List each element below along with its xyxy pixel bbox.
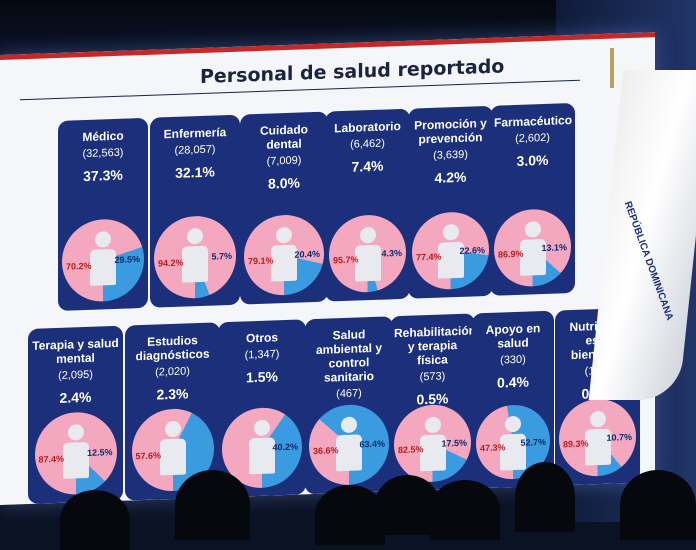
- occupation-percent: 1.5%: [246, 368, 278, 386]
- male-percent-label: 5.7%: [211, 250, 232, 262]
- occupation-percent: 2.3%: [156, 385, 189, 403]
- occupation-count: (7,009): [266, 154, 302, 168]
- female-percent-label: 79.1%: [248, 255, 274, 267]
- gender-pie: 70.2% 29.5%: [62, 217, 144, 303]
- occupation-percent: 7.4%: [351, 157, 384, 175]
- occupation-card: Enfermería (28,057) 32.1% 94.2% 5.7%: [150, 114, 240, 308]
- occupation-count: (3,639): [433, 148, 468, 162]
- occupation-card: Farmacéutico (2,602) 3.0% 86.9% 13.1%: [490, 102, 575, 296]
- occupation-name: Apoyo en salud: [485, 321, 541, 351]
- occupation-percent: 37.3%: [83, 166, 123, 185]
- male-percent-label: 13.1%: [541, 242, 567, 253]
- occupation-name: Laboratorio: [334, 119, 401, 136]
- occupation-count: (2,020): [155, 365, 190, 379]
- occupation-percent: 2.4%: [59, 388, 92, 406]
- female-percent-label: 94.2%: [158, 257, 184, 269]
- male-percent-label: 4.3%: [381, 247, 402, 259]
- occupation-name: Promoción y prevención: [414, 115, 487, 147]
- male-percent-label: 22.6%: [459, 244, 485, 256]
- gender-pie: 95.7% 4.3%: [329, 213, 406, 294]
- male-percent-label: 29.5%: [114, 254, 140, 266]
- occupation-count: (32,563): [82, 146, 124, 161]
- person-icon: [90, 231, 116, 287]
- occupation-card: Promoción y prevención (3,639) 4.2% 77.4% 22…: [408, 105, 493, 299]
- occupation-card: Cuidado dental (7,009) 8.0% 79.1% 20.4%: [240, 111, 328, 305]
- occupation-percent: 3.0%: [516, 151, 549, 169]
- occupation-name: Médico: [82, 128, 124, 145]
- occupation-percent: 32.1%: [175, 163, 215, 181]
- occupation-card: Laboratorio (6,462) 7.4% 95.7% 4.3%: [325, 108, 410, 302]
- occupation-count: (6,462): [350, 137, 385, 151]
- person-icon: [182, 228, 208, 283]
- occupation-percent: 8.0%: [268, 174, 300, 192]
- female-percent-label: 86.9%: [498, 248, 524, 260]
- occupation-name: Salud ambiental y control sanitario: [315, 327, 383, 385]
- audience-silhouettes: [0, 440, 696, 550]
- occupation-count: (1,347): [244, 348, 280, 362]
- projection-screen: Personal de salud reportado Médico (32,56…: [0, 32, 655, 506]
- male-percent-label: 20.4%: [294, 249, 320, 260]
- occupation-count: (330): [500, 353, 526, 367]
- occupation-count: (2,095): [58, 368, 93, 382]
- occupation-card: Médico (32,563) 37.3% 70.2% 29.5%: [58, 117, 148, 311]
- female-percent-label: 95.7%: [333, 253, 359, 265]
- occupation-name: Otros: [245, 330, 278, 346]
- gender-pie: 86.9% 13.1%: [494, 208, 571, 288]
- occupation-name: Enfermería: [163, 125, 227, 142]
- gender-pie: 94.2% 5.7%: [154, 214, 236, 300]
- occupation-count: (573): [419, 370, 446, 384]
- occupation-percent: 4.2%: [434, 168, 467, 186]
- occupation-percent: 0.4%: [497, 373, 529, 391]
- gender-pie: 79.1% 20.4%: [244, 213, 324, 297]
- gender-pie: 77.4% 22.6%: [412, 210, 489, 291]
- occupation-count: (467): [336, 387, 362, 401]
- occupation-count: (2,602): [515, 131, 550, 146]
- female-percent-label: 70.2%: [66, 260, 92, 272]
- flagpole: [610, 48, 614, 88]
- occupation-name: Rehabilitación y terapia física: [394, 323, 477, 368]
- occupation-name: Farmacéutico: [494, 113, 573, 130]
- female-percent-label: 77.4%: [416, 251, 442, 262]
- occupation-name: Cuidado dental: [260, 122, 308, 152]
- occupation-name: Terapia y salud mental: [32, 335, 119, 367]
- person-icon: [271, 226, 297, 282]
- occupation-count: (28,057): [174, 143, 216, 157]
- occupation-name: Estudios diagnósticos: [135, 333, 210, 364]
